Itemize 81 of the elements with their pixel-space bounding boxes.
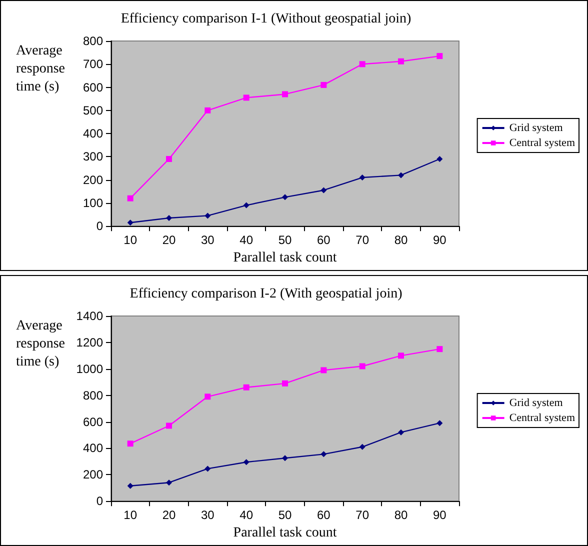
y-axis-title: Average response time (s) [16, 318, 68, 370]
x-tick-label: 40 [240, 508, 254, 522]
point [320, 187, 327, 194]
x-tick-label: 20 [162, 233, 176, 248]
point [398, 352, 404, 359]
x-tick-label: 20 [162, 508, 176, 522]
legend-label: Grid system [509, 122, 564, 134]
y-tick-label: 500 [82, 103, 104, 118]
point [282, 455, 288, 462]
x-tick-label: 60 [316, 233, 331, 248]
point [282, 91, 288, 98]
point [359, 61, 366, 68]
y-tick-label: 600 [82, 80, 104, 94]
point [359, 444, 366, 450]
point [127, 195, 134, 202]
y-tick-label: 100 [82, 196, 104, 210]
x-tick-label: 70 [356, 508, 370, 522]
legend-label: Central system [509, 137, 576, 149]
x-tick-label: 30 [200, 233, 215, 248]
x-tick-label: 80 [394, 508, 408, 522]
point [204, 107, 211, 114]
y-tick-label: 1000 [76, 362, 104, 376]
point [204, 466, 211, 472]
point [243, 384, 250, 390]
point [436, 53, 443, 60]
x-tick-label: 30 [200, 508, 215, 522]
x-tick-label: 90 [432, 508, 447, 522]
point [166, 156, 172, 162]
y-tick-label: 1400 [76, 309, 104, 323]
x-axis-title: Parallel task count [233, 526, 337, 540]
chart-title: Efficiency comparison I-2 (With geospatial join) [130, 286, 403, 302]
y-tick-label: 1200 [76, 335, 104, 350]
point [243, 459, 250, 466]
y-tick-label: 800 [82, 34, 104, 48]
point [166, 422, 172, 429]
point [398, 429, 404, 436]
point [282, 380, 288, 386]
x-tick-label: 90 [432, 233, 447, 248]
y-tick-label: 200 [82, 468, 104, 482]
y-tick-label: 0 [96, 494, 104, 508]
y-tick-label: 400 [82, 441, 104, 456]
point [436, 156, 443, 162]
x-tick-label: 70 [356, 233, 370, 248]
y-tick-label: 0 [96, 219, 104, 234]
x-tick-label: 50 [278, 233, 292, 248]
point [282, 194, 288, 200]
point [436, 420, 443, 426]
x-tick-label: 80 [394, 233, 408, 248]
chart-title: Efficiency comparison I-1 (Without geospatial join) [120, 12, 412, 26]
y-axis-title: Average response time (s) [16, 44, 68, 94]
x-tick-label: 60 [316, 508, 331, 522]
point [359, 174, 366, 181]
point [204, 394, 211, 400]
point [127, 440, 134, 447]
point [398, 172, 404, 178]
point [359, 363, 366, 370]
x-tick-label: 10 [124, 508, 138, 522]
point [320, 451, 327, 458]
y-tick-label: 800 [82, 388, 104, 402]
y-tick-label: 200 [82, 172, 104, 187]
x-axis-title: Parallel task count [233, 250, 337, 266]
y-tick-label: 700 [82, 57, 104, 72]
point [127, 482, 134, 489]
x-tick-label: 40 [240, 233, 254, 248]
point [204, 212, 211, 219]
point [436, 346, 443, 352]
legend-label: Grid system [509, 397, 564, 409]
point [166, 480, 172, 486]
y-tick-label: 600 [82, 414, 104, 429]
point [320, 82, 327, 88]
point [243, 94, 250, 101]
legend-label: Central system [509, 412, 576, 424]
point [398, 58, 404, 64]
y-tick-label: 300 [82, 150, 104, 164]
x-tick-label: 50 [278, 508, 292, 522]
point [166, 215, 172, 221]
point [320, 367, 327, 374]
point [127, 220, 134, 226]
y-tick-label: 400 [82, 126, 104, 141]
point [243, 202, 250, 208]
x-tick-label: 10 [124, 233, 138, 248]
